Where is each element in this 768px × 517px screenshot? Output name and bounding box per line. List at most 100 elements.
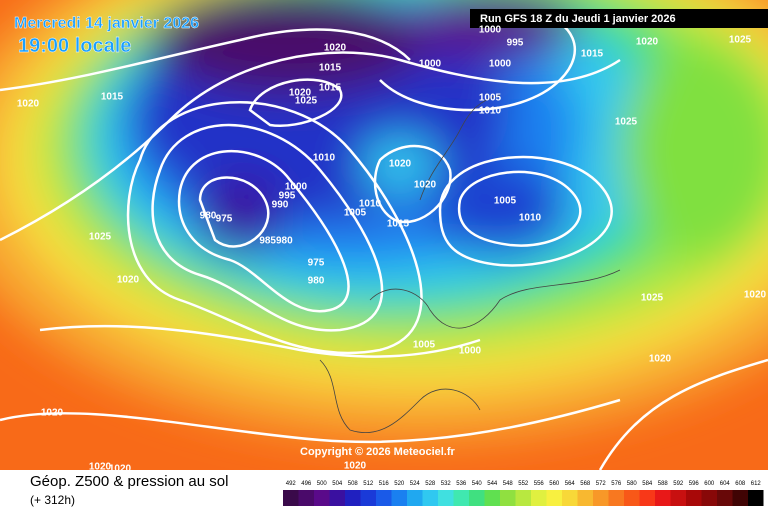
legend-label: 500 <box>317 481 328 487</box>
legend-label: 548 <box>503 481 514 487</box>
legend-swatch <box>655 490 671 506</box>
legend-swatch <box>422 490 438 506</box>
legend-label: 528 <box>425 481 436 487</box>
isobar-label: 1020 <box>41 408 64 419</box>
isobar-label: 1020 <box>109 464 132 475</box>
copyright: Copyright © 2026 Meteociel.fr <box>300 446 456 458</box>
isobars <box>0 13 768 470</box>
legend-swatch <box>531 490 547 506</box>
legend-label: 536 <box>456 481 467 487</box>
isobar-label: 1005 <box>494 196 517 207</box>
isobar-label: 1000 <box>479 25 502 36</box>
isobar-label: 1000 <box>419 59 442 70</box>
legend-swatch <box>407 490 423 506</box>
run-box <box>470 9 768 28</box>
legend-label: 564 <box>565 481 576 487</box>
isobar-labels: 1020101510151020102010251015101010009959… <box>17 25 767 475</box>
isobar-label: 975 <box>216 214 233 225</box>
isobar-label: 1010 <box>479 106 502 117</box>
isobar-label: 1010 <box>313 153 336 164</box>
legend-label: 520 <box>394 481 405 487</box>
isobar-label: 1010 <box>359 199 382 210</box>
legend-swatch <box>314 490 330 506</box>
legend-label: 524 <box>410 481 421 487</box>
isobar-label: 990 <box>272 200 289 211</box>
legend-swatch <box>577 490 593 506</box>
isobar-label: 995 <box>507 38 524 49</box>
isobar-label: 1005 <box>479 93 502 104</box>
legend-label: 612 <box>751 481 762 487</box>
isobar-label: 1005 <box>344 208 367 219</box>
footer-lead: (+ 312h) <box>30 493 75 507</box>
coastlines <box>319 94 621 434</box>
legend-label: 496 <box>301 481 312 487</box>
legend-label: 608 <box>735 481 746 487</box>
legend-swatch <box>608 490 624 506</box>
isobar-label: 1025 <box>729 35 752 46</box>
isobar-label: 1020 <box>414 180 437 191</box>
legend-label: 516 <box>379 481 390 487</box>
legend-swatch <box>298 490 314 506</box>
legend-swatch <box>329 490 345 506</box>
isobar-label: 1000 <box>489 59 512 70</box>
isobar-label: 1000 <box>285 182 308 193</box>
legend-label: 540 <box>472 481 483 487</box>
legend-label: 512 <box>363 481 374 487</box>
isobar-label: 1015 <box>387 219 410 230</box>
legend-label: 556 <box>534 481 545 487</box>
isobar-label: 1015 <box>319 63 342 74</box>
legend-label: 560 <box>549 481 560 487</box>
isobar-label: 1020 <box>344 461 367 472</box>
legend-swatch <box>438 490 454 506</box>
legend-swatch <box>376 490 392 506</box>
legend-swatch <box>453 490 469 506</box>
legend-label: 600 <box>704 481 715 487</box>
legend-swatch <box>748 490 764 506</box>
legend-label: 568 <box>580 481 591 487</box>
legend-label: 552 <box>518 481 529 487</box>
isobar-label: 1020 <box>289 88 312 99</box>
isobar-label: 1015 <box>101 92 124 103</box>
legend-swatch <box>686 490 702 506</box>
isobar-label: 1020 <box>636 37 659 48</box>
isobar-label: 1025 <box>295 96 318 107</box>
valid-time: 19:00 locale <box>18 35 131 57</box>
isobar-label: 1025 <box>641 293 664 304</box>
legend-swatch <box>546 490 562 506</box>
legend-label: 544 <box>487 481 498 487</box>
legend-label: 576 <box>611 481 622 487</box>
legend-swatch <box>593 490 609 506</box>
legend-swatch <box>283 490 299 506</box>
isobar-label: 1025 <box>89 232 112 243</box>
legend-label: 580 <box>627 481 638 487</box>
legend-swatch <box>515 490 531 506</box>
legend-label: 588 <box>658 481 669 487</box>
isobar-label: 980 <box>308 276 325 287</box>
legend-label: 504 <box>332 481 343 487</box>
legend-swatch <box>732 490 748 506</box>
isobar-label: 1020 <box>649 354 672 365</box>
isobar-label: 1010 <box>519 213 542 224</box>
isobar-label: 1005 <box>413 340 436 351</box>
footer-title: Géop. Z500 & pression au sol <box>30 473 228 490</box>
isobar-label: 1020 <box>89 462 112 473</box>
legend-label: 508 <box>348 481 359 487</box>
isobar-label: 985980 <box>259 236 293 247</box>
isobar-label: 1020 <box>117 275 140 286</box>
legend-label: 604 <box>720 481 731 487</box>
legend-swatch <box>624 490 640 506</box>
legend-swatch <box>484 490 500 506</box>
isobar-label: 1020 <box>744 290 767 301</box>
color-legend: 492 496 500 504 508 512 516 520 524 528 532 536 540 5… <box>283 481 764 506</box>
isobar-label: 1020 <box>389 159 412 170</box>
isobar-label: 995 <box>279 191 296 202</box>
legend-label: 592 <box>673 481 684 487</box>
isobar-label: 980 <box>200 211 217 222</box>
legend-label: 584 <box>642 481 653 487</box>
isobar-label: 1015 <box>319 83 342 94</box>
run-info: Run GFS 18 Z du Jeudi 1 janvier 2026 <box>480 13 676 25</box>
isobar-label: 1025 <box>615 117 638 128</box>
legend-label: 596 <box>689 481 700 487</box>
